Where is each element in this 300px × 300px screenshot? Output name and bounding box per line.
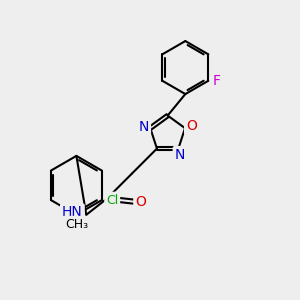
Text: N: N [139,120,149,134]
Text: O: O [186,119,197,133]
Text: Cl: Cl [106,194,118,207]
Text: O: O [135,195,146,208]
Text: F: F [212,74,220,88]
Text: CH₃: CH₃ [65,218,88,231]
Text: HN: HN [62,206,83,220]
Text: N: N [175,148,185,162]
